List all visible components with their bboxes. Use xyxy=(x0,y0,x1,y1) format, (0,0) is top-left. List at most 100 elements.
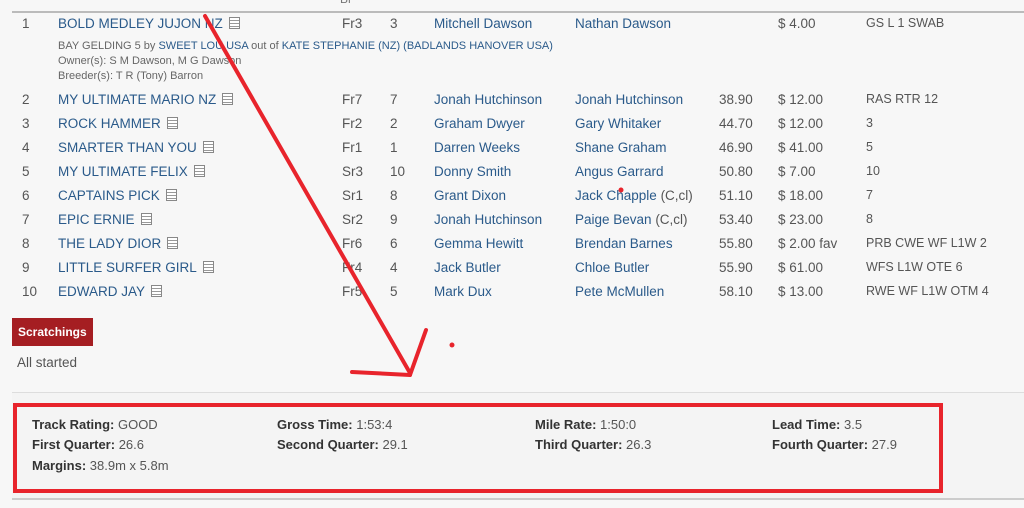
driver-link[interactable]: Grant Dixon xyxy=(434,188,507,203)
trainer-suffix: (C,cl) xyxy=(656,188,693,203)
stat-value: 26.3 xyxy=(622,437,652,452)
place: 6 xyxy=(22,188,30,203)
trainer-link[interactable]: Brendan Barnes xyxy=(575,236,673,251)
odds: $ 18.00 xyxy=(778,188,824,203)
stat-value: 26.6 xyxy=(115,437,144,452)
trainer-link[interactable]: Shane Graham xyxy=(575,140,667,155)
barrier: Fr3 xyxy=(342,16,363,31)
horse-link[interactable]: BOLD MEDLEY JUJON NZ xyxy=(58,16,223,31)
race-stat: Mile Rate: 1:50:0 xyxy=(535,417,636,432)
horse-link[interactable]: LITTLE SURFER GIRL xyxy=(58,260,197,275)
breeders: Breeder(s): T R (Tony) Barron xyxy=(58,70,204,82)
comments: WFS L1W OTE 6 xyxy=(866,260,963,274)
form-guide-icon[interactable] xyxy=(167,237,179,249)
form-guide-icon[interactable] xyxy=(166,117,178,129)
form-guide-icon[interactable] xyxy=(193,165,205,177)
form-guide-icon[interactable] xyxy=(165,189,177,201)
odds: $ 4.00 xyxy=(778,16,816,31)
driver-link[interactable]: Mark Dux xyxy=(434,284,492,299)
scratchings-heading: Scratchings xyxy=(12,318,93,346)
margin: 58.10 xyxy=(719,284,753,299)
tab-number: 6 xyxy=(390,236,398,251)
comments: 7 xyxy=(866,188,873,202)
barrier: Fr6 xyxy=(342,236,363,251)
race-stat: Fourth Quarter: 27.9 xyxy=(772,437,897,452)
race-stat: Lead Time: 3.5 xyxy=(772,417,862,432)
tab-number: 4 xyxy=(390,260,398,275)
form-guide-icon[interactable] xyxy=(151,285,163,297)
trainer-link[interactable]: Jack Chapple xyxy=(575,188,657,203)
form-guide-icon[interactable] xyxy=(222,93,234,105)
tab-number: 9 xyxy=(390,212,398,227)
horse-link[interactable]: SMARTER THAN YOU xyxy=(58,140,197,155)
column-header-partial: Br xyxy=(340,0,352,6)
trainer-link[interactable]: Jonah Hutchinson xyxy=(575,92,684,107)
stat-label: Gross Time: xyxy=(277,417,353,432)
race-stat: Track Rating: GOOD xyxy=(32,417,158,432)
driver-link[interactable]: Darren Weeks xyxy=(434,140,521,155)
stat-label: Margins: xyxy=(32,458,87,473)
trainer-link[interactable]: Gary Whitaker xyxy=(575,116,662,131)
driver-link[interactable]: Mitchell Dawson xyxy=(434,16,533,31)
horse-link[interactable]: MY ULTIMATE FELIX xyxy=(58,164,188,179)
stat-value: 29.1 xyxy=(378,437,408,452)
trainer-suffix: (C,cl) xyxy=(651,212,688,227)
tab-number: 5 xyxy=(390,284,398,299)
trainer-link[interactable]: Nathan Dawson xyxy=(575,16,672,31)
table-row: 6 CAPTAINS PICK Sr1 8 Grant Dixon Jack C… xyxy=(0,188,1024,210)
place: 7 xyxy=(22,212,30,227)
trainer-link[interactable]: Angus Garrard xyxy=(575,164,664,179)
driver-link[interactable]: Jonah Hutchinson xyxy=(434,212,543,227)
sire-link[interactable]: SWEET LOU USA xyxy=(158,40,249,52)
margin: 50.80 xyxy=(719,164,753,179)
driver-link[interactable]: Donny Smith xyxy=(434,164,512,179)
trainer-link[interactable]: Chloe Butler xyxy=(575,260,650,275)
odds: $ 2.00 fav xyxy=(778,236,838,251)
horse-link[interactable]: EPIC ERNIE xyxy=(58,212,135,227)
table-row: 3 ROCK HAMMER Fr2 2 Graham Dwyer Gary Wh… xyxy=(0,116,1024,138)
margin: 55.80 xyxy=(719,236,753,251)
driver-link[interactable]: Jonah Hutchinson xyxy=(434,92,543,107)
race-stat: Gross Time: 1:53:4 xyxy=(277,417,392,432)
table-row: 9 LITTLE SURFER GIRL Fr4 4 Jack Butler C… xyxy=(0,260,1024,282)
tab-number: 1 xyxy=(390,140,398,155)
stat-label: First Quarter: xyxy=(32,437,116,452)
odds: $ 12.00 xyxy=(778,92,824,107)
stat-label: Mile Rate: xyxy=(535,417,597,432)
form-guide-icon[interactable] xyxy=(228,17,240,29)
stat-label: Third Quarter: xyxy=(535,437,623,452)
horse-link[interactable]: EDWARD JAY xyxy=(58,284,146,299)
trainer-link[interactable]: Paige Bevan xyxy=(575,212,652,227)
place: 3 xyxy=(22,116,30,131)
race-stat: Margins: 38.9m x 5.8m xyxy=(32,458,169,473)
comments: 3 xyxy=(866,116,873,130)
horse-link[interactable]: MY ULTIMATE MARIO NZ xyxy=(58,92,217,107)
tab-number: 7 xyxy=(390,92,398,107)
header-divider xyxy=(12,11,1024,13)
form-guide-icon[interactable] xyxy=(202,261,214,273)
form-guide-icon[interactable] xyxy=(202,141,214,153)
margin: 46.90 xyxy=(719,140,753,155)
horse-link[interactable]: ROCK HAMMER xyxy=(58,116,161,131)
driver-link[interactable]: Jack Butler xyxy=(434,260,501,275)
driver-link[interactable]: Graham Dwyer xyxy=(434,116,525,131)
barrier: Fr7 xyxy=(342,92,363,107)
annotation-arrow-head xyxy=(408,328,428,377)
form-guide-icon[interactable] xyxy=(140,213,152,225)
race-stat: First Quarter: 26.6 xyxy=(32,437,144,452)
horse-link[interactable]: THE LADY DIOR xyxy=(58,236,162,251)
stat-label: Fourth Quarter: xyxy=(772,437,869,452)
margin: 55.90 xyxy=(719,260,753,275)
trainer-link[interactable]: Pete McMullen xyxy=(575,284,665,299)
place: 9 xyxy=(22,260,30,275)
stat-label: Second Quarter: xyxy=(277,437,379,452)
driver-link[interactable]: Gemma Hewitt xyxy=(434,236,524,251)
table-row: 8 THE LADY DIOR Fr6 6 Gemma Hewitt Brend… xyxy=(0,236,1024,258)
stat-value: 3.5 xyxy=(840,417,863,432)
horse-link[interactable]: CAPTAINS PICK xyxy=(58,188,160,203)
comments: GS L 1 SWAB xyxy=(866,16,945,30)
barrier: Fr1 xyxy=(342,140,363,155)
dam-link[interactable]: KATE STEPHANIE (NZ) (BADLANDS HANOVER US… xyxy=(281,40,553,52)
barrier: Sr1 xyxy=(342,188,364,203)
barrier: Sr2 xyxy=(342,212,364,227)
